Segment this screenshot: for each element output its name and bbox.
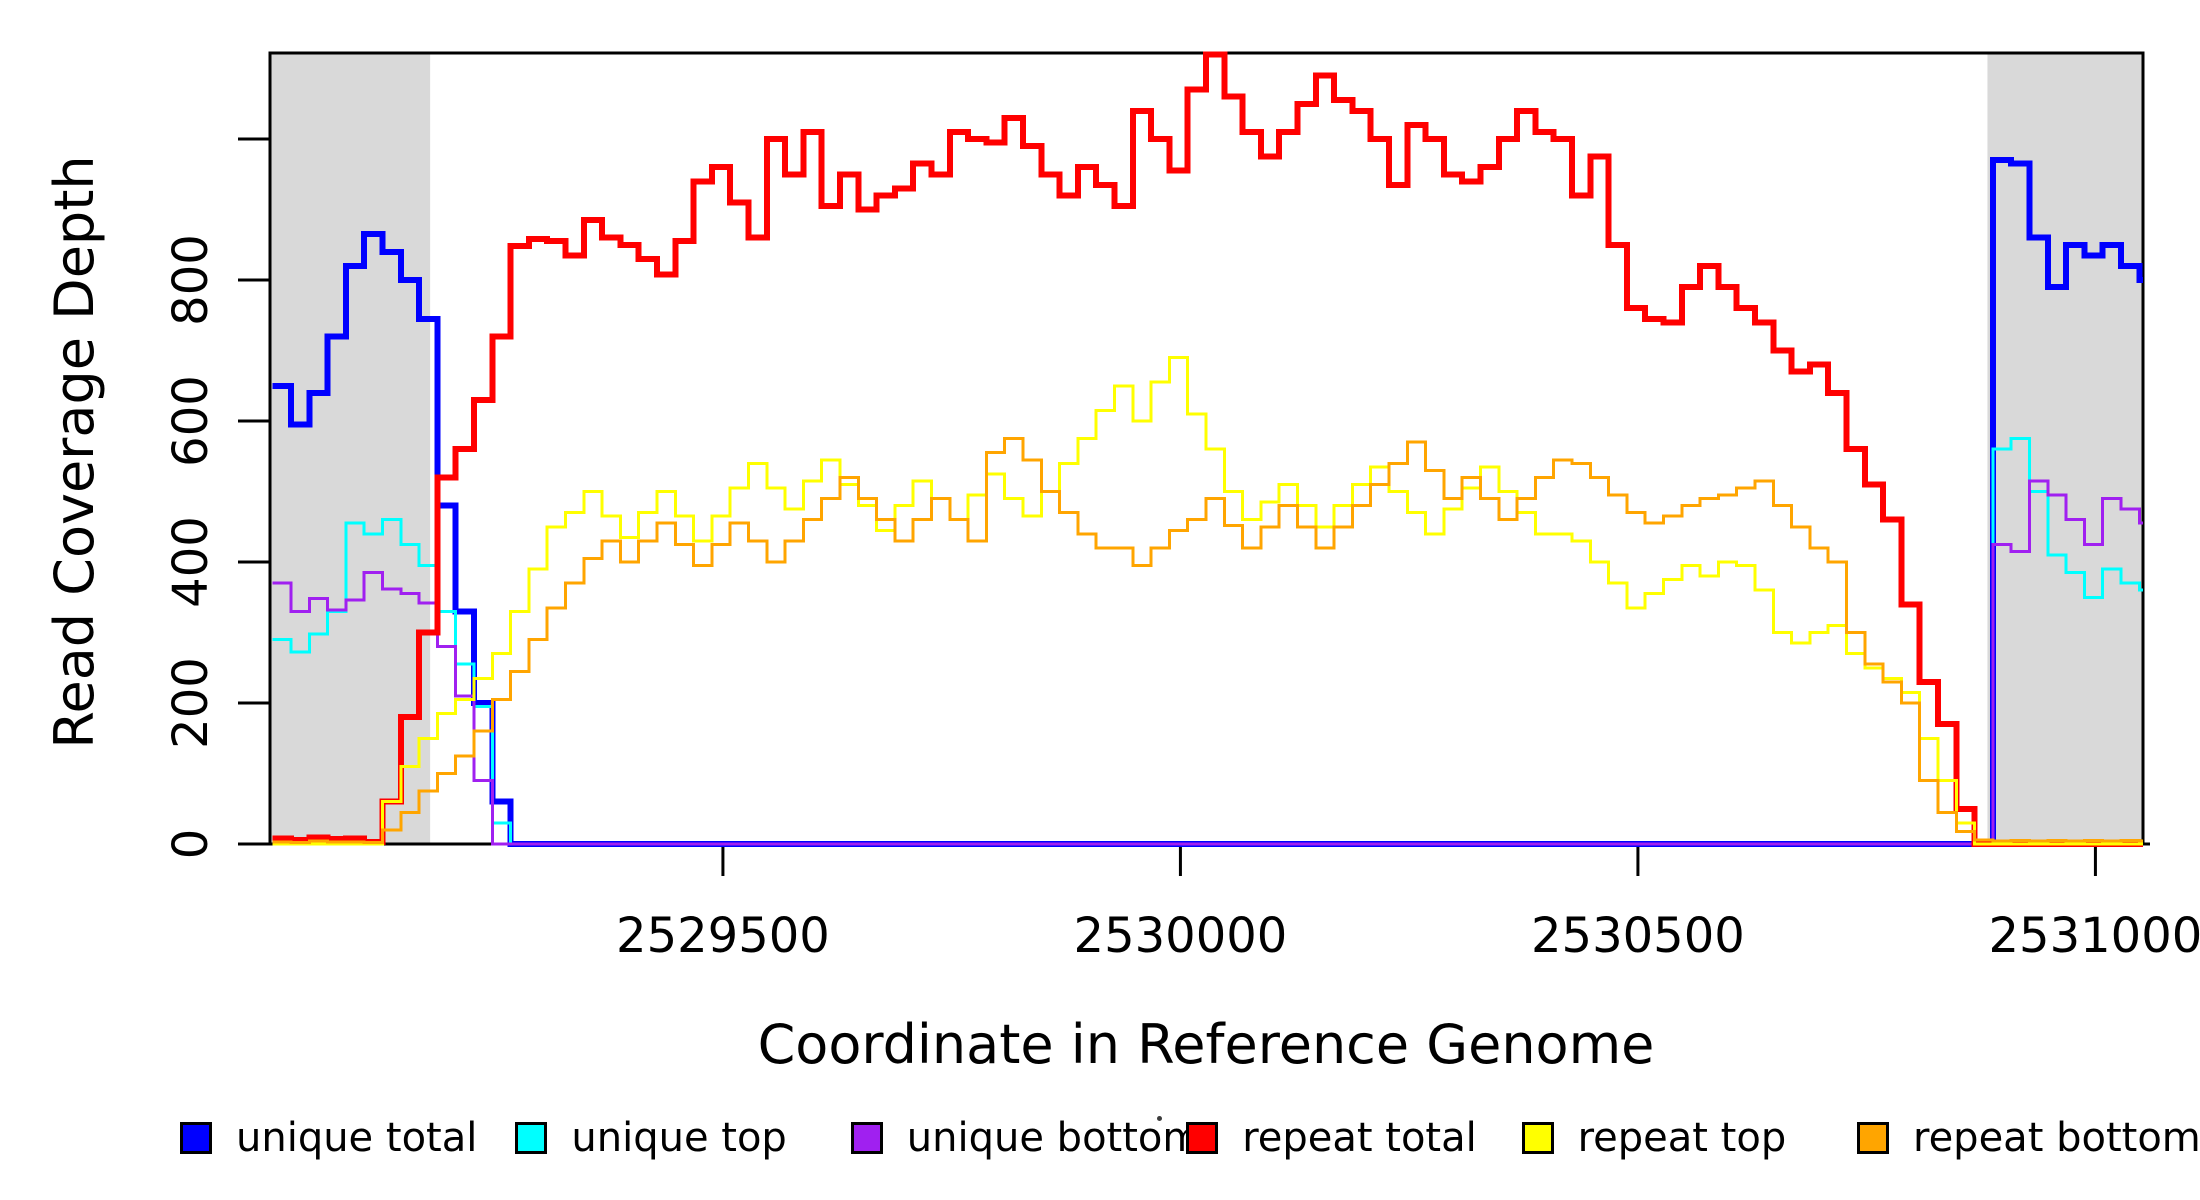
shaded-band <box>1987 53 2143 844</box>
legend-swatch-repeat-total <box>1186 1122 1219 1154</box>
series-repeat-total <box>272 51 2143 847</box>
y-tick-label: 400 <box>163 516 219 608</box>
legend-swatch-unique-total <box>180 1122 212 1154</box>
legend-label: repeat bottom <box>1913 1115 2200 1161</box>
legend-label: unique bottom <box>906 1115 1202 1161</box>
series-unique-total <box>272 157 2143 847</box>
y-tick-label: 200 <box>163 657 219 749</box>
series-unique-bottom <box>272 479 2143 846</box>
x-tick-label: 2530000 <box>1074 908 1288 964</box>
legend-label: unique total <box>236 1115 478 1161</box>
x-tick-label: 2529500 <box>616 908 830 964</box>
legend-swatch-unique-top <box>515 1122 548 1154</box>
legend-item-repeat-top: repeat top <box>1521 1115 1787 1161</box>
legend-swatch-unique-bottom <box>850 1122 883 1154</box>
x-tick-label: 2530500 <box>1531 908 1745 964</box>
legend-item-repeat-total: repeat total <box>1186 1115 1477 1161</box>
series-repeat-top <box>272 356 2143 846</box>
y-tick-label: 600 <box>163 375 219 467</box>
shaded-band <box>270 53 431 844</box>
legend-item-unique-bottom: unique bottom <box>850 1115 1202 1161</box>
legend-label: repeat total <box>1242 1115 1477 1161</box>
x-axis-title: Coordinate in Reference Genome <box>757 1013 1655 1076</box>
legend-label: repeat top <box>1577 1115 1787 1161</box>
legend-item-repeat-bottom: repeat bottom <box>1857 1115 2200 1161</box>
y-tick-label: 0 <box>163 829 219 860</box>
series-repeat-bottom <box>272 437 2143 845</box>
legend-item-unique-total: unique total <box>180 1115 478 1161</box>
y-axis-title: Read Coverage Depth <box>43 155 106 749</box>
y-tick-label: 800 <box>163 234 219 326</box>
stray-dot <box>1157 1116 1162 1121</box>
x-tick-label: 2531000 <box>1989 908 2200 964</box>
legend-label: unique top <box>571 1115 787 1161</box>
legend-item-unique-top: unique top <box>515 1115 787 1161</box>
legend-swatch-repeat-top <box>1521 1122 1554 1154</box>
legend-swatch-repeat-bottom <box>1857 1122 1889 1154</box>
legend: unique total unique top unique bottom repea… <box>0 1115 2200 1161</box>
